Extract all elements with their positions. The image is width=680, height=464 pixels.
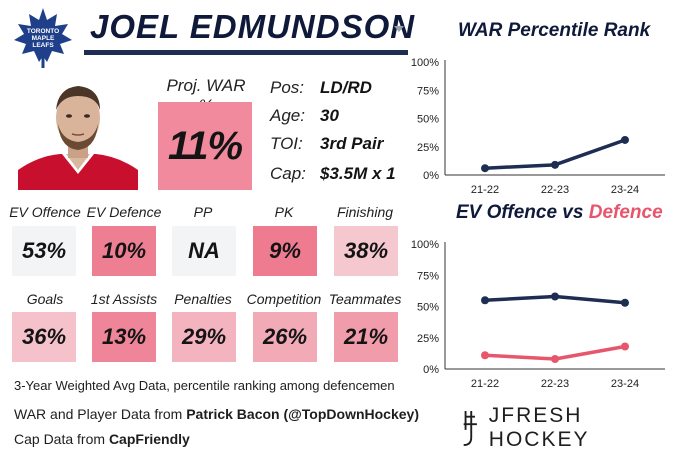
- data-point: [551, 355, 559, 363]
- x-tick-label: 22-23: [541, 184, 569, 196]
- stat-label-goals: Goals: [26, 291, 64, 307]
- stat-box-goals: 36%: [12, 312, 76, 362]
- info-cap: Cap: $3.5M x 1: [270, 164, 396, 184]
- y-tick-label: 25%: [417, 142, 439, 154]
- y-tick-label: 100%: [411, 239, 439, 251]
- x-tick-label: 21-22: [471, 184, 499, 196]
- y-tick-label: 0%: [423, 364, 439, 376]
- stat-label-teammates: Teammates: [328, 291, 402, 307]
- logo-text-line: LEAFS: [32, 42, 54, 49]
- proj-war-value: 11%: [158, 102, 252, 190]
- y-tick-label: 75%: [417, 270, 439, 282]
- stat-box-finishing: 38%: [334, 226, 398, 276]
- ev-chart-title: EV Offence vs Defence: [456, 202, 663, 224]
- stat-box-penalties: 29%: [172, 312, 236, 362]
- chevron-down-icon[interactable]: [394, 26, 404, 32]
- y-tick-label: 0%: [423, 170, 439, 182]
- info-key: Cap:: [270, 164, 306, 183]
- y-tick-label: 50%: [417, 302, 439, 314]
- stat-label-finishing: Finishing: [336, 204, 394, 220]
- info-value: 30: [320, 106, 339, 125]
- stat-label-ev-offence: EV Offence: [9, 204, 81, 220]
- y-tick-label: 75%: [417, 85, 439, 97]
- brand-logo-icon: [463, 410, 477, 446]
- stat-label-penalties: Penalties: [174, 291, 232, 307]
- source-prefix: Cap Data from: [14, 431, 109, 447]
- stat-label-ev-defence: EV Defence: [86, 204, 162, 220]
- stat-box-1st-assists: 13%: [92, 312, 156, 362]
- info-key: TOI:: [270, 134, 303, 153]
- data-point: [551, 160, 559, 169]
- source-prefix: WAR and Player Data from: [14, 406, 187, 422]
- info-key: Pos:: [270, 78, 305, 97]
- data-point: [621, 342, 629, 351]
- source-cap: Cap Data from CapFriendly: [14, 431, 190, 447]
- stat-label-pk: PK: [274, 204, 294, 220]
- info-value: $3.5M x 1: [320, 164, 396, 183]
- stat-box-pk: 9%: [253, 226, 317, 276]
- x-tick-label: 23-24: [611, 378, 639, 390]
- data-point: [481, 296, 489, 305]
- data-point: [551, 292, 559, 301]
- stat-box-ev-defence: 10%: [92, 226, 156, 276]
- info-toi: TOI: 3rd Pair: [270, 134, 383, 154]
- data-point: [621, 298, 629, 307]
- data-point: [621, 135, 629, 144]
- x-tick-label: 23-24: [611, 184, 639, 196]
- info-value: 3rd Pair: [320, 134, 384, 153]
- ev-title-offence: EV Offence: [456, 202, 558, 223]
- x-tick-label: 21-22: [471, 378, 499, 390]
- stat-box-teammates: 21%: [334, 312, 398, 362]
- y-tick-label: 25%: [417, 333, 439, 345]
- ev-offence-defence-chart: 0% 25% 50% 75% 100% 21-22 22-23 23-24: [411, 239, 665, 390]
- y-tick-label: 100%: [411, 57, 439, 69]
- logo-text-line: TORONTO: [27, 28, 59, 35]
- stat-label-pp: PP: [193, 204, 213, 220]
- ev-title-vs: vs: [557, 202, 589, 223]
- source-name: CapFriendly: [108, 431, 190, 447]
- ev-title-defence: Defence: [588, 202, 663, 223]
- data-point: [481, 351, 489, 360]
- player-headshot: [18, 74, 138, 190]
- title-underline: [84, 50, 408, 55]
- brand: JFRESH HOCKEY: [458, 404, 680, 452]
- info-value: LD/RD: [320, 78, 372, 97]
- stat-box-ev-offence: 53%: [12, 226, 76, 276]
- info-position: Pos: LD/RD: [270, 78, 372, 98]
- source-war: WAR and Player Data from Patrick Bacon (…: [14, 406, 419, 422]
- brand-name: JFRESH HOCKEY: [488, 404, 590, 451]
- data-point: [481, 164, 489, 173]
- x-tick-label: 22-23: [541, 378, 569, 390]
- source-name: Patrick Bacon (@TopDownHockey): [186, 406, 419, 422]
- y-tick-label: 50%: [417, 114, 439, 126]
- war-chart-title: WAR Percentile Rank: [458, 20, 651, 41]
- info-key: Age:: [270, 106, 305, 125]
- logo-text-line: MAPLE: [32, 35, 55, 42]
- stat-box-pp: NA: [172, 226, 236, 276]
- stat-box-competition: 26%: [253, 312, 317, 362]
- methodology-note: 3-Year Weighted Avg Data, percentile ran…: [14, 378, 395, 393]
- player-name: JOEL EDMUNDSON: [90, 8, 416, 45]
- team-logo: TORONTO MAPLE LEAFS: [14, 8, 72, 68]
- info-age: Age: 30: [270, 106, 339, 126]
- war-percentile-chart: 0% 25% 50% 75% 100% 21-22 22-23 23-24: [411, 57, 665, 196]
- stat-label-1st-assists: 1st Assists: [90, 291, 158, 307]
- stat-label-competition: Competition: [246, 291, 322, 307]
